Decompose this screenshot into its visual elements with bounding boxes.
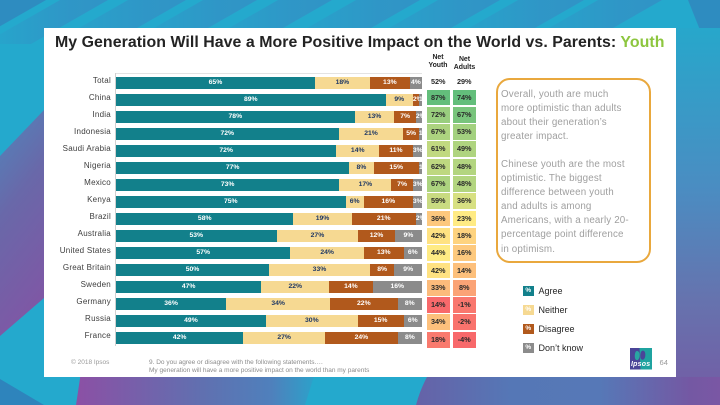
svg-text:Ipsos: Ipsos	[631, 361, 650, 368]
